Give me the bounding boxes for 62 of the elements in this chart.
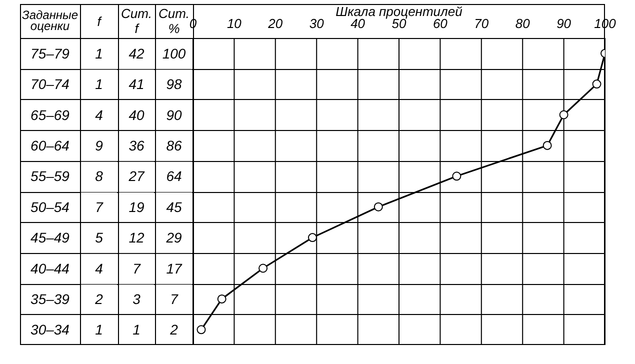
point bbox=[452, 172, 462, 181]
data-label: 3 bbox=[132, 290, 141, 307]
data-label: 86 bbox=[166, 137, 182, 154]
data-label: 5 bbox=[95, 230, 104, 246]
y-tick-label: 55–59 bbox=[30, 168, 70, 184]
data-label: 7 bbox=[95, 198, 104, 215]
data-label: 2 bbox=[169, 322, 178, 338]
y-tick-label: 35–39 bbox=[30, 290, 70, 307]
data-label: 42 bbox=[128, 45, 144, 62]
data-label: 90 bbox=[166, 106, 182, 123]
point bbox=[542, 140, 552, 150]
point bbox=[308, 233, 317, 242]
x-tick-label: 70 bbox=[474, 16, 490, 31]
x-tick-label: 80 bbox=[515, 16, 531, 31]
y-tick-label: 45–49 bbox=[30, 230, 70, 246]
x-tick-label: 90 bbox=[556, 16, 572, 31]
data-label: 1 bbox=[95, 76, 103, 92]
data-label: 4 bbox=[95, 260, 104, 276]
point bbox=[217, 294, 226, 304]
data-label: 2 bbox=[94, 290, 104, 307]
data-label: 36 bbox=[128, 137, 144, 154]
data-label: 29 bbox=[165, 230, 182, 246]
point bbox=[559, 110, 568, 120]
point bbox=[374, 202, 383, 212]
y-tick-label: 50–54 bbox=[30, 198, 70, 215]
x-tick-label: Cum. f bbox=[120, 5, 154, 38]
x-tick-label: 20 bbox=[267, 16, 284, 31]
x-tick-label: 60 bbox=[432, 16, 448, 31]
x-tick-label: 40 bbox=[350, 16, 366, 31]
data-label: 1 bbox=[95, 45, 103, 62]
y-tick-label: 60–64 bbox=[30, 137, 70, 154]
data-label: 12 bbox=[128, 230, 144, 246]
data-label: 17 bbox=[166, 260, 183, 276]
data-label: 7 bbox=[132, 260, 142, 276]
data-label: 8 bbox=[95, 168, 104, 184]
data-label: 41 bbox=[128, 76, 144, 92]
point bbox=[258, 264, 268, 273]
y-tick-label: 40–44 bbox=[30, 260, 70, 276]
data-label: 64 bbox=[166, 168, 182, 184]
x-tick-label: Cum. % bbox=[157, 5, 190, 38]
y-axis-title: Заданные оценки bbox=[20, 7, 80, 35]
y-tick-label: 65–69 bbox=[30, 106, 70, 123]
point bbox=[592, 80, 602, 89]
data-label: 40 bbox=[128, 106, 144, 123]
data-label: 1 bbox=[132, 322, 140, 338]
data-label: 9 bbox=[95, 137, 104, 154]
y-tick-label: 70–74 bbox=[30, 76, 70, 92]
x-axis-title: Шкала процентилей bbox=[336, 4, 462, 19]
data-label: 98 bbox=[166, 76, 182, 92]
x-tick-label: 10 bbox=[226, 16, 242, 31]
data-label: 45 bbox=[166, 198, 182, 215]
x-tick-label: f bbox=[96, 12, 103, 30]
data-label: 19 bbox=[128, 198, 144, 215]
data-label: 7 bbox=[170, 290, 180, 307]
data-label: 4 bbox=[95, 106, 104, 123]
y-tick-label: 30–34 bbox=[30, 322, 70, 338]
point bbox=[196, 325, 206, 334]
data-label: 100 bbox=[162, 45, 186, 62]
x-tick-label: 30 bbox=[309, 16, 325, 31]
data-label: 27 bbox=[128, 168, 146, 184]
y-tick-label: 75–79 bbox=[30, 45, 70, 62]
data-label: 1 bbox=[95, 322, 103, 338]
